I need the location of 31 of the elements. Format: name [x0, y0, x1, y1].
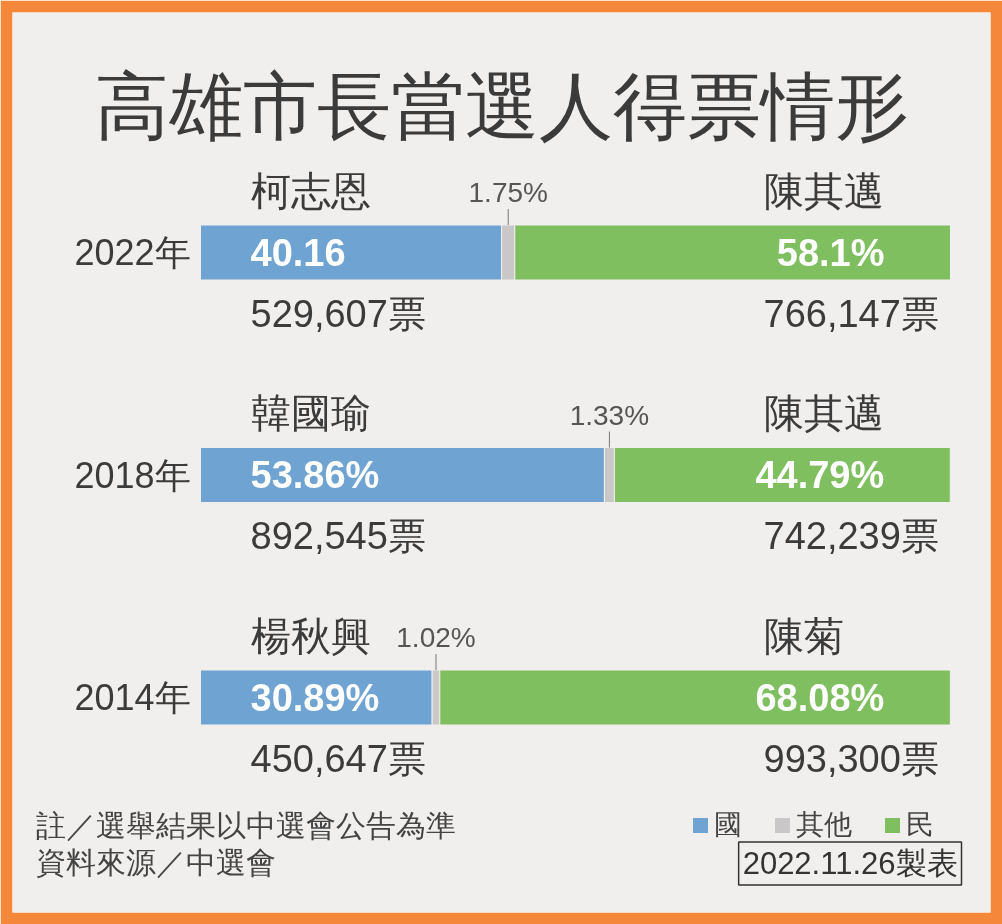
y-tick-label: 2014年: [74, 677, 191, 718]
data-label: 53.86%: [250, 454, 380, 496]
annotation: 韓國瑜: [250, 391, 371, 435]
data-label: 40.16: [250, 232, 346, 274]
annotation: 766,147票: [763, 292, 939, 335]
legend-label: 其他: [796, 808, 852, 842]
source-note: 資料來源／中選會: [35, 846, 276, 879]
data-label: 44.79%: [755, 454, 885, 496]
annotation: 993,300票: [763, 737, 939, 780]
data-label: 1.33%: [569, 399, 650, 431]
legend-label: 國: [714, 808, 742, 842]
chart-title: 高雄市長當選人得票情形: [94, 65, 909, 148]
y-tick-label: 2018年: [74, 454, 191, 496]
annotation: 742,239票: [763, 515, 939, 557]
data-label: 30.89%: [250, 676, 380, 719]
annotation: 450,647票: [250, 737, 426, 780]
annotation: 529,607票: [250, 292, 426, 335]
annotation: 陳其邁: [763, 391, 884, 435]
data-label: 1.75%: [468, 177, 548, 208]
data-label: 68.08%: [755, 676, 885, 719]
y-tick-label: 2022年: [74, 232, 191, 273]
annotation: 楊秋興: [250, 613, 371, 658]
annotation: 柯志恩: [250, 168, 371, 213]
annotation: 892,545票: [250, 515, 426, 557]
annotation: 陳其邁: [763, 168, 884, 213]
data-label: 58.1%: [776, 231, 885, 274]
data-label: 1.02%: [396, 622, 476, 653]
text: 2022.11.26製表: [742, 846, 958, 881]
annotation: 陳菊: [763, 613, 844, 658]
legend-label: 民: [906, 808, 934, 842]
text: 註／選舉結果以中選會公告為準: [35, 809, 456, 842]
